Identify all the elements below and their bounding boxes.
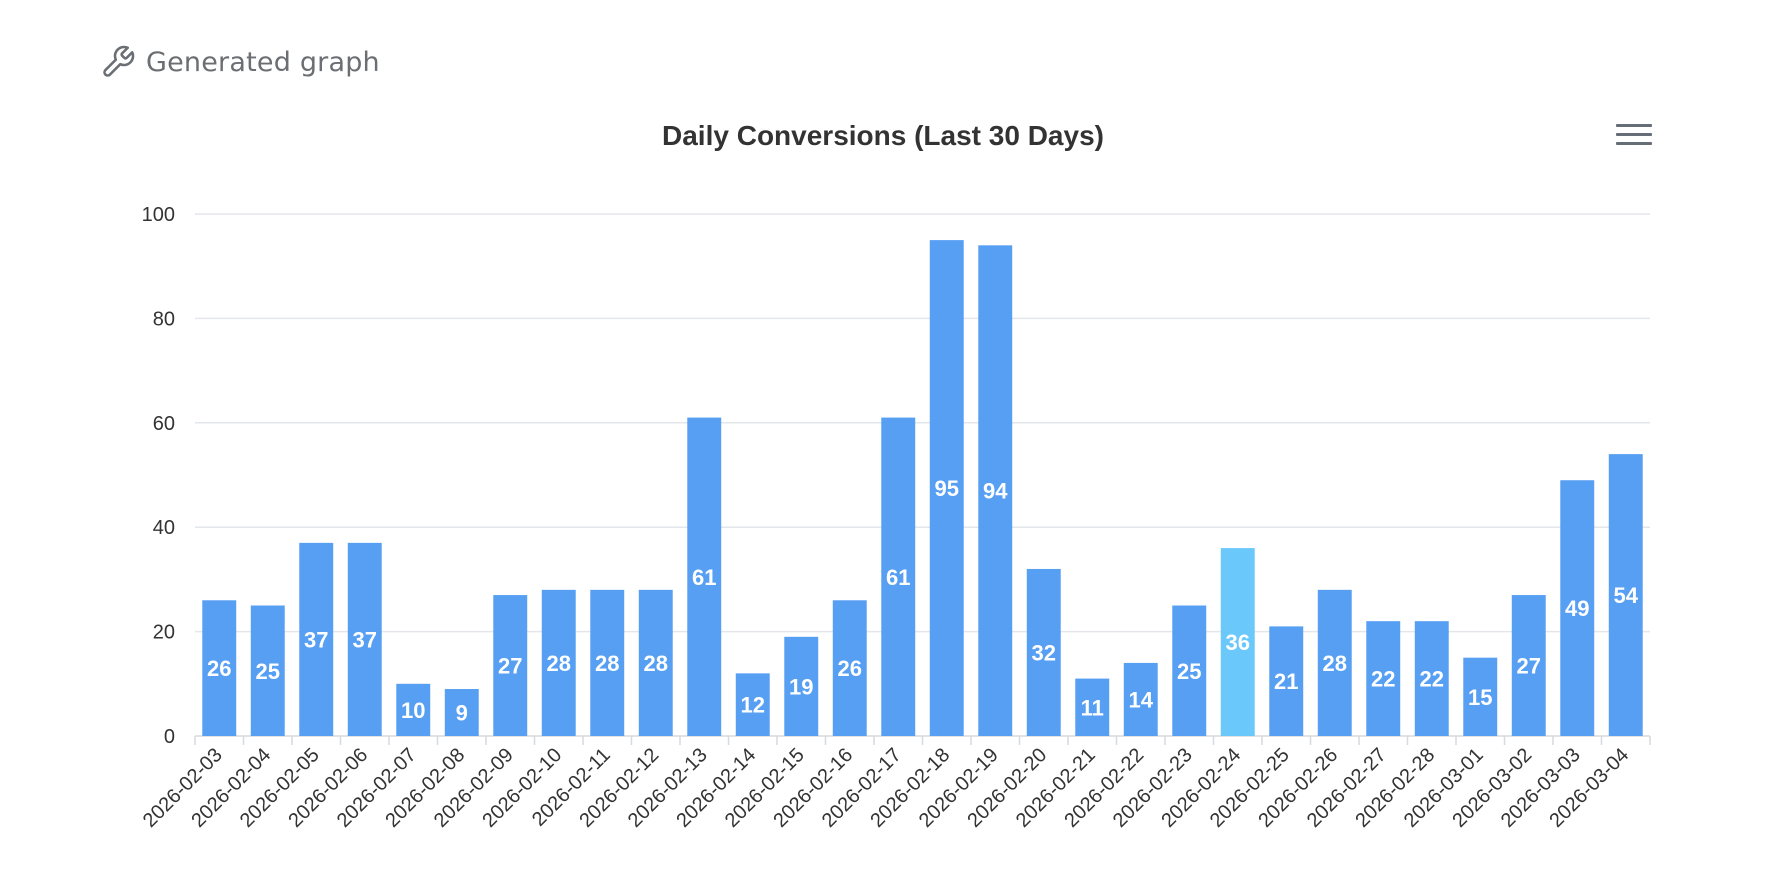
y-tick-label: 0: [164, 726, 175, 748]
graph-header: Generated graph: [100, 44, 380, 80]
bar[interactable]: [444, 689, 479, 736]
bar[interactable]: [396, 683, 431, 736]
data-label: 37: [353, 627, 377, 652]
data-label: 25: [256, 659, 280, 684]
chart-title: Daily Conversions (Last 30 Days): [662, 120, 1104, 151]
data-label: 9: [456, 701, 468, 726]
data-label: 10: [401, 698, 425, 723]
bar[interactable]: [1463, 657, 1498, 736]
data-label: 28: [644, 651, 668, 676]
data-label: 27: [1517, 654, 1541, 679]
data-label: 21: [1274, 669, 1298, 694]
bar[interactable]: [250, 605, 285, 737]
bar[interactable]: [1317, 589, 1352, 736]
header-title: Generated graph: [146, 46, 380, 78]
data-label: 28: [547, 651, 571, 676]
y-tick-label: 80: [153, 308, 175, 330]
data-label: 37: [304, 627, 328, 652]
bar[interactable]: [929, 240, 964, 736]
bar[interactable]: [1511, 595, 1546, 736]
bar[interactable]: [1075, 678, 1110, 736]
bar[interactable]: [1123, 662, 1158, 736]
bar[interactable]: [493, 595, 528, 736]
data-label: 14: [1129, 687, 1154, 712]
y-tick-label: 60: [153, 413, 175, 435]
data-label: 32: [1032, 640, 1056, 665]
data-label: 26: [207, 656, 231, 681]
data-label: 27: [498, 654, 522, 679]
bar[interactable]: [1366, 621, 1401, 736]
data-label: 25: [1177, 659, 1201, 684]
bar[interactable]: [1560, 480, 1595, 736]
data-label: 26: [838, 656, 862, 681]
bar[interactable]: [638, 589, 673, 736]
y-tick-label: 100: [142, 204, 175, 226]
bar[interactable]: [1026, 568, 1061, 736]
menu-line: [1616, 124, 1652, 127]
bar[interactable]: [832, 600, 867, 736]
data-label: 12: [741, 693, 765, 718]
data-label: 94: [983, 479, 1008, 504]
bar[interactable]: [1608, 454, 1643, 736]
bar[interactable]: [541, 589, 576, 736]
wrench-icon: [100, 44, 136, 80]
menu-line: [1616, 133, 1652, 136]
data-label: 22: [1420, 667, 1444, 692]
bar[interactable]: [1172, 605, 1207, 737]
bar[interactable]: [1220, 548, 1255, 736]
bar[interactable]: [881, 417, 916, 736]
bar[interactable]: [347, 542, 382, 736]
y-tick-label: 40: [153, 517, 175, 539]
data-label: 15: [1468, 685, 1492, 710]
data-label: 54: [1614, 583, 1639, 608]
bar[interactable]: [735, 673, 770, 736]
data-label: 22: [1371, 667, 1395, 692]
bar[interactable]: [687, 417, 722, 736]
bar[interactable]: [590, 589, 625, 736]
hamburger-menu-icon[interactable]: [1616, 124, 1652, 154]
data-label: 49: [1565, 596, 1589, 621]
bar[interactable]: [1414, 621, 1449, 736]
data-label: 19: [789, 674, 813, 699]
data-label: 28: [1323, 651, 1347, 676]
data-label: 36: [1226, 630, 1250, 655]
y-tick-label: 20: [153, 622, 175, 644]
bar[interactable]: [202, 600, 237, 736]
data-label: 61: [886, 565, 910, 590]
menu-line: [1616, 142, 1652, 145]
data-label: 28: [595, 651, 619, 676]
bar[interactable]: [784, 636, 819, 736]
bar[interactable]: [1269, 626, 1304, 736]
data-label: 11: [1081, 695, 1104, 720]
bar[interactable]: [978, 245, 1013, 736]
data-label: 95: [935, 476, 959, 501]
data-label: 61: [692, 565, 716, 590]
bar[interactable]: [299, 542, 334, 736]
